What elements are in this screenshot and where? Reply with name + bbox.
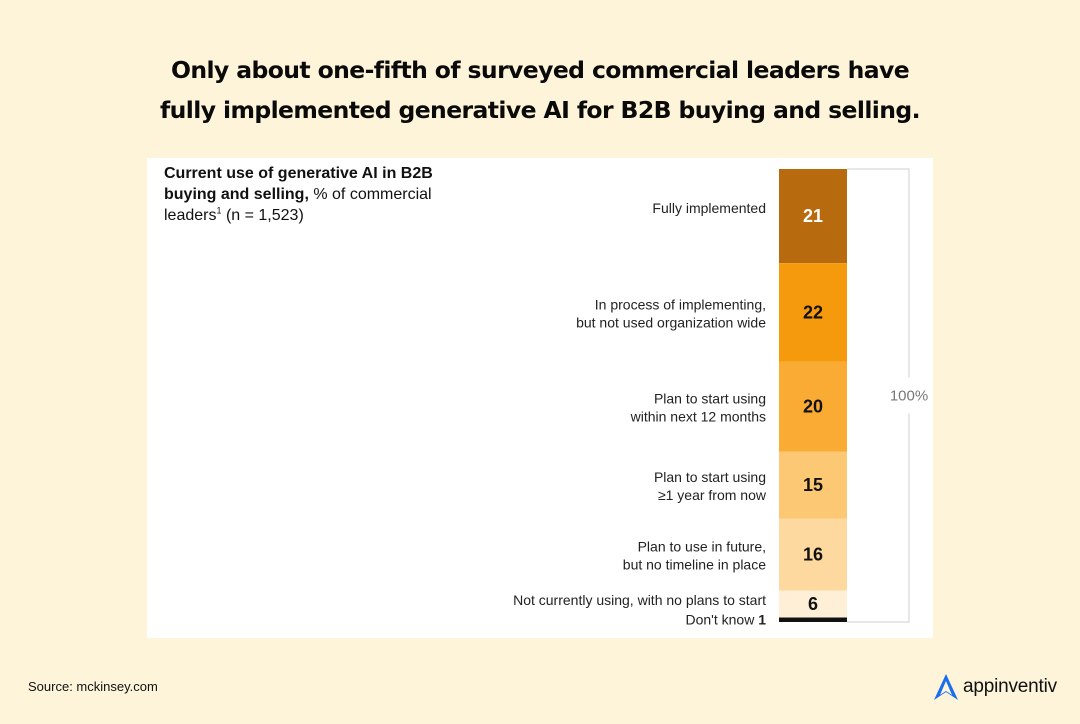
brand-logo: appinventiv xyxy=(932,672,1057,702)
total-label-bg xyxy=(889,377,929,414)
appinventiv-logo-icon xyxy=(934,674,958,700)
chart-subtitle: Current use of generative AI in B2B buyi… xyxy=(164,163,464,226)
stacked-bar-chart: 100% 21 Fully implemented 22 In process of i… xyxy=(513,168,929,628)
bar-segment-0 xyxy=(779,169,847,264)
chart-sample-size: (n = 1,523) xyxy=(221,207,304,224)
bar-segment-4 xyxy=(779,518,847,591)
chart-subtitle-rest: % of commercial leaders xyxy=(164,186,432,224)
category-label-5: Not currently using, with no plans to st… xyxy=(513,592,766,608)
category-label-2-line2: within next 12 months xyxy=(630,409,766,425)
value-label-0: 21 xyxy=(803,206,823,226)
category-label-3-line2: ≥1 year from now xyxy=(658,487,767,503)
value-label-3: 15 xyxy=(803,475,823,495)
total-label: 100% xyxy=(890,388,928,405)
footnote-mark: 1 xyxy=(216,205,222,216)
value-label-5: 6 xyxy=(808,594,818,614)
category-label-6: Don't know 1 xyxy=(685,612,766,628)
headline: Only about one-fifth of surveyed commerc… xyxy=(0,50,1080,130)
source-note: Source: mckinsey.com xyxy=(28,679,158,694)
value-label-1: 22 xyxy=(803,303,823,323)
bar-segment-5 xyxy=(779,590,847,618)
category-label-4-line2: but no timeline in place xyxy=(623,557,766,573)
chart-subtitle-bold: Current use of generative AI in B2B buyi… xyxy=(164,165,433,203)
category-label-0: Fully implemented xyxy=(652,200,766,216)
brand-name: appinventiv xyxy=(963,676,1057,697)
category-label-1-line1: In process of implementing, xyxy=(595,297,766,313)
bar-segment-2 xyxy=(779,361,847,452)
chart-panel: Current use of generative AI in B2B buyi… xyxy=(147,158,933,638)
value-label-4: 16 xyxy=(803,545,823,565)
category-label-1-line2: but not used organization wide xyxy=(576,315,766,331)
bar-segment-6 xyxy=(779,617,847,622)
value-label-2: 20 xyxy=(803,397,823,417)
headline-line-1: Only about one-fifth of surveyed commerc… xyxy=(170,56,910,84)
bar-segment-1 xyxy=(779,263,847,362)
category-label-3-line1: Plan to start using xyxy=(654,469,766,485)
bar-segment-3 xyxy=(779,451,847,519)
category-label-4-line1: Plan to use in future, xyxy=(638,539,766,555)
category-label-2-line1: Plan to start using xyxy=(654,391,766,407)
headline-line-2: fully implemented generative AI for B2B … xyxy=(160,96,920,124)
